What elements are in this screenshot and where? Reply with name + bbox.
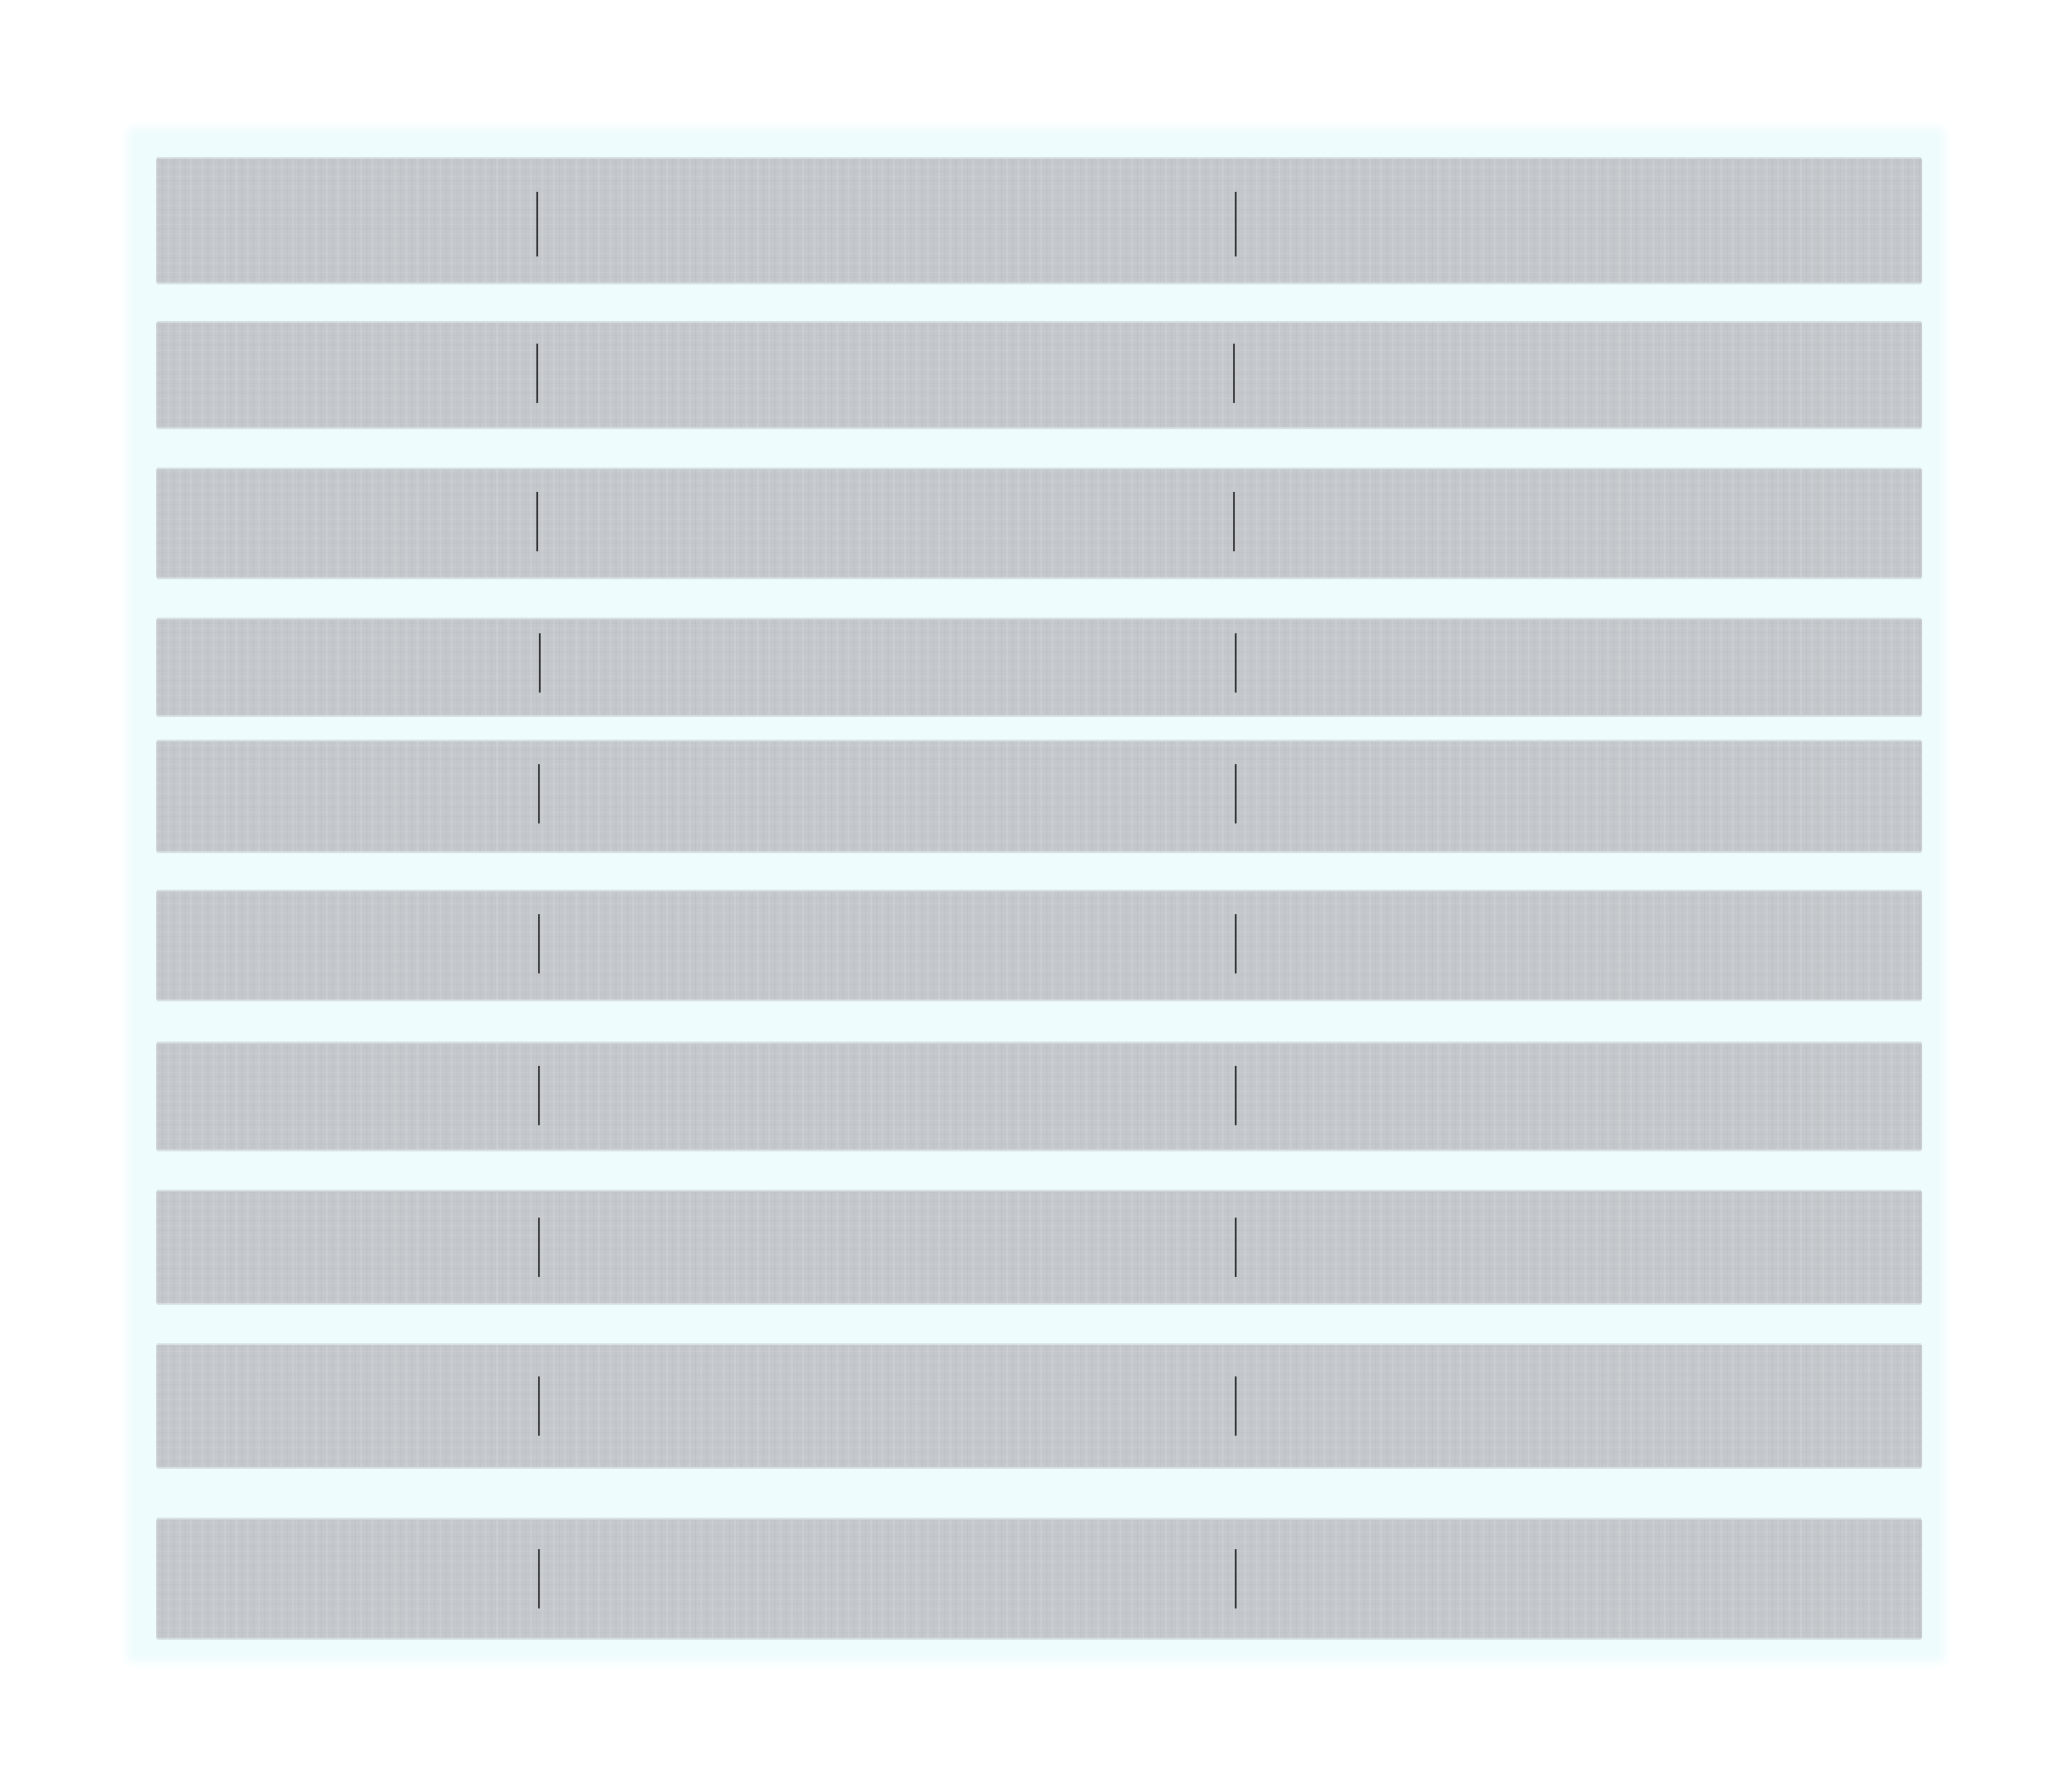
tick-left <box>538 1376 540 1436</box>
tick-left <box>538 1066 540 1125</box>
stripe-1 <box>156 159 1922 283</box>
tick-right <box>1235 633 1237 693</box>
stripe-8 <box>156 1192 1922 1303</box>
tick-right <box>1235 1218 1237 1277</box>
tick-right <box>1233 492 1235 551</box>
tick-left <box>538 1218 540 1277</box>
tick-right <box>1235 1549 1237 1608</box>
tick-left <box>538 764 540 823</box>
striped-panel <box>133 133 1939 1657</box>
tick-right <box>1235 192 1237 256</box>
tick-left <box>536 344 538 403</box>
tick-left <box>536 192 538 256</box>
stripe-9 <box>156 1345 1922 1467</box>
tick-left <box>539 633 541 693</box>
tick-right <box>1235 764 1237 823</box>
stripe-10 <box>156 1519 1922 1638</box>
tick-right <box>1235 1376 1237 1436</box>
stripe-7 <box>156 1043 1922 1150</box>
stripe-4 <box>156 619 1922 715</box>
stripe-3 <box>156 469 1922 577</box>
tick-right <box>1233 344 1235 403</box>
stripe-2 <box>156 323 1922 427</box>
tick-left <box>536 492 538 551</box>
stripe-6 <box>156 891 1922 1000</box>
tick-left <box>538 914 540 973</box>
tick-left <box>538 1549 540 1608</box>
tick-right <box>1235 914 1237 973</box>
tick-right <box>1235 1066 1237 1125</box>
stripe-5 <box>156 741 1922 851</box>
